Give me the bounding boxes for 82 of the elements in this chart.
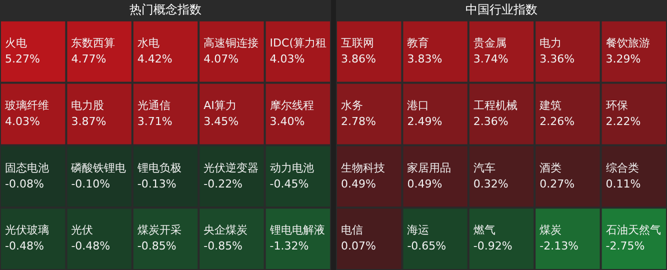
data-label: -0.85%: [204, 240, 243, 253]
category-label: 玻璃纤维: [5, 98, 49, 112]
category-label: 动力电池: [270, 161, 314, 174]
data-label: 3.74%: [473, 52, 508, 66]
data-label: 4.07%: [204, 52, 239, 66]
data-label: -0.13%: [137, 177, 176, 190]
category-label: 水电: [137, 36, 160, 50]
data-label: 4.77%: [71, 52, 106, 66]
category-label: AI算力: [204, 98, 236, 112]
category-label: 摩尔线程: [270, 98, 314, 112]
data-label: 0.07%: [341, 240, 376, 253]
data-label: 3.45%: [204, 114, 239, 128]
data-label: 4.03%: [5, 114, 40, 128]
category-label: 燃气: [473, 224, 496, 237]
data-label: -0.48%: [71, 240, 110, 253]
category-label: 光伏逆变器: [204, 161, 259, 174]
data-label: -0.65%: [407, 240, 446, 253]
category-label: 电力: [540, 36, 562, 50]
data-label: 4.42%: [137, 52, 172, 66]
category-label: 综合类: [606, 161, 639, 174]
category-label: 互联网: [341, 36, 374, 50]
category-label: 电信: [341, 224, 363, 237]
category-label: 石油天然气: [606, 224, 661, 237]
category-label: 光伏: [71, 224, 94, 237]
data-label: 3.29%: [606, 52, 641, 66]
data-label: 3.87%: [71, 114, 106, 128]
data-label: -0.10%: [71, 177, 110, 190]
data-label: 3.86%: [341, 52, 376, 66]
data-label: -0.08%: [5, 177, 44, 190]
category-label: 水务: [341, 98, 363, 112]
category-label: 央企煤炭: [204, 224, 248, 237]
category-label: 海运: [407, 224, 430, 237]
data-label: 3.36%: [540, 52, 575, 66]
category-label: 教育: [407, 36, 430, 50]
data-label: -0.92%: [473, 240, 512, 253]
category-label: 煤炭: [540, 224, 562, 237]
text: 热门概念指数: [130, 2, 202, 16]
data-label: 2.26%: [540, 114, 575, 128]
category-label: 煤炭开采: [137, 224, 182, 237]
data-label: 2.36%: [473, 114, 508, 128]
category-label: 固态电池: [5, 161, 49, 174]
data-label: -2.13%: [540, 240, 579, 253]
data-label: 0.49%: [341, 177, 376, 190]
data-label: 2.22%: [606, 114, 641, 128]
category-label: 高速铜连接: [204, 36, 259, 50]
data-label: 3.83%: [407, 52, 442, 66]
data-label: -0.85%: [137, 240, 176, 253]
data-label: 3.40%: [270, 114, 305, 128]
category-label: 光伏玻璃: [5, 224, 49, 237]
data-label: 5.27%: [5, 52, 40, 66]
category-label: 光通信: [137, 98, 170, 112]
category-label: 火电: [5, 36, 27, 50]
data-label: 2.78%: [341, 114, 376, 128]
category-label: 家居用品: [407, 161, 452, 174]
category-label: 生物科技: [341, 161, 385, 174]
category-label: 餐饮旅游: [606, 36, 650, 50]
category-label: 贵金属: [473, 36, 506, 50]
data-label: 3.71%: [137, 114, 172, 128]
data-label: 0.11%: [606, 177, 641, 190]
data-label: -0.22%: [204, 177, 243, 190]
category-label: 港口: [407, 98, 430, 112]
category-label: 电力股: [71, 98, 104, 112]
category-label: 建筑: [538, 98, 562, 112]
category-label: IDC(算力租: [270, 36, 326, 50]
category-label: 汽车: [473, 161, 496, 174]
data-label: 0.49%: [407, 177, 442, 190]
category-label: 锂电电解液: [268, 224, 325, 237]
category-label: 磷酸铁锂电: [70, 161, 126, 174]
data-label: 2.49%: [407, 114, 442, 128]
data-label: -1.32%: [270, 240, 309, 253]
data-label: 0.27%: [540, 177, 575, 190]
data-label: -0.45%: [270, 177, 309, 190]
category-label: 工程机械: [473, 98, 518, 112]
text: 中国行业指数: [466, 2, 538, 16]
data-label: -0.48%: [5, 240, 44, 253]
category-label: 东数西算: [71, 36, 116, 50]
data-label: 4.03%: [270, 52, 305, 66]
category-label: 锂电负极: [136, 161, 182, 174]
category-label: 酒类: [540, 161, 562, 174]
data-label: -2.75%: [606, 240, 645, 253]
data-label: 0.32%: [473, 177, 508, 190]
category-label: 环保: [606, 98, 628, 112]
